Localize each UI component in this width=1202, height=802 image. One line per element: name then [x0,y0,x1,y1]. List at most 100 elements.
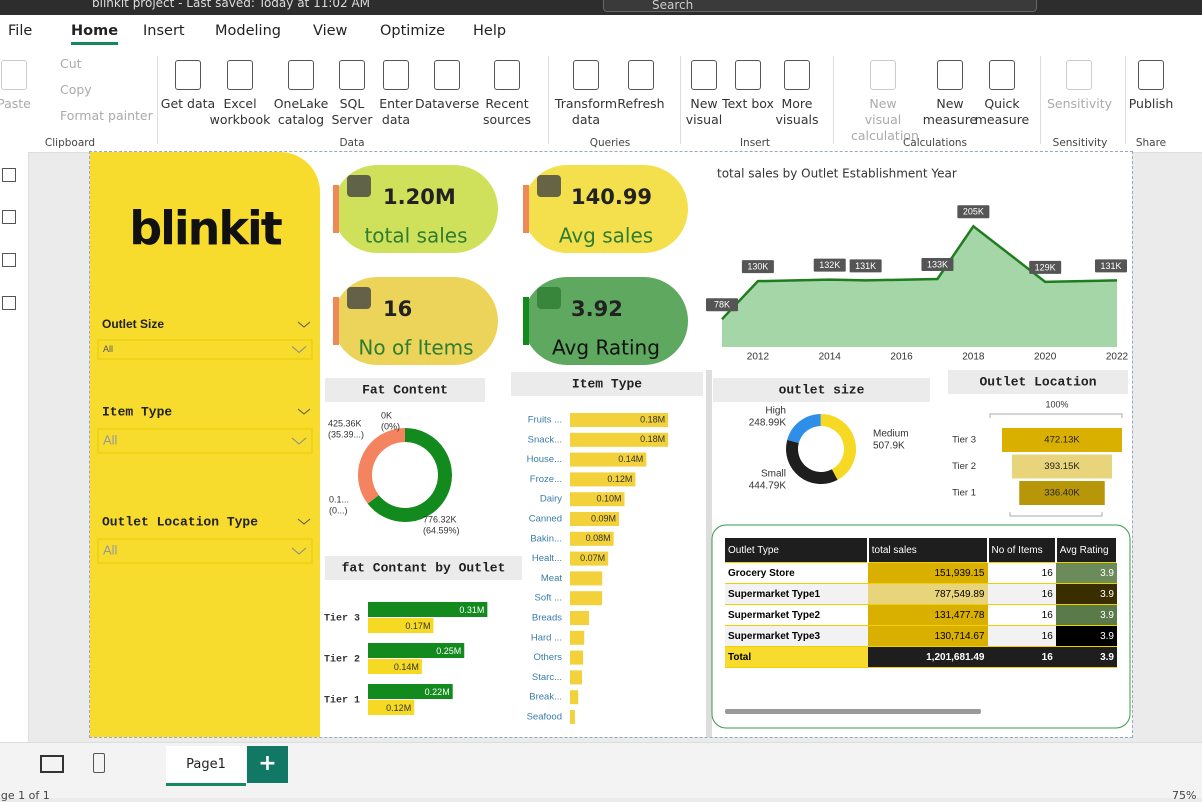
ribbon-icon [628,60,654,90]
menu-item[interactable]: Modeling [215,23,281,39]
ribbon-icon [339,60,365,90]
mobile-layout-icon[interactable] [93,753,105,773]
table-cell: 131,477.78 [867,604,988,626]
table-cell: 16 [987,625,1056,647]
ribbon-button[interactable]: Excel workbook [209,96,271,127]
report-view-icon[interactable] [2,168,16,182]
ribbon-button[interactable]: Refresh [617,96,665,111]
table-cell: 3.9 [1055,562,1117,584]
ribbon-button[interactable]: Recent sources [482,96,532,127]
ribbon-icon [735,60,761,90]
ribbon-button[interactable]: Sensitivity [1047,96,1113,111]
ribbon-button[interactable]: SQL Server [331,96,373,127]
page-status: Page 1 of 1 [0,789,50,802]
search-text: Search [652,0,694,12]
menu-item[interactable]: Home [71,23,119,45]
table-cell: Supermarket Type2 [725,604,868,626]
table-header-row: Outlet Type total sales No of Items Avg Rat… [725,538,1118,563]
ribbon-icon [1,60,27,90]
menu-item[interactable]: Help [473,23,507,39]
ribbon-button[interactable]: Get data [160,96,216,111]
ribbon-icon [870,60,896,90]
table-row: Supermarket Type3 130,714.67 16 3.9 [725,625,1117,647]
ribbon-group-label: Data [339,137,365,149]
page-bar: Page1 + Page 1 of 1 75% [0,742,1202,802]
ribbon-group-label: Share [1135,137,1167,149]
ribbon-small-button[interactable]: Cut [60,56,82,71]
table-cell: Supermarket Type1 [725,583,868,605]
table-cell: 3.9 [1055,583,1117,605]
column-header[interactable]: total sales [867,538,989,563]
add-page-button[interactable]: + [247,746,288,783]
page-tab[interactable]: Page1 [166,746,246,786]
ribbon-button[interactable]: Dataverse [415,96,480,111]
column-header[interactable]: No of Items [987,538,1057,563]
ribbon-icon [175,60,201,90]
outlet-type-table: Outlet Type total sales No of Items Avg Rat… [725,538,1118,670]
ribbon: Clipboard Paste Cut Copy Format painter Data G… [0,48,1202,153]
ribbon-small-button[interactable]: Copy [60,82,92,97]
ribbon-separator [548,56,549,144]
table-cell: 16 [987,562,1056,584]
menu-item[interactable]: Optimize [380,23,446,39]
ribbon-button[interactable]: Text box [722,96,774,111]
menu-item[interactable]: File [8,23,33,39]
ribbon-button[interactable]: Transform data [554,96,618,127]
desktop-layout-icon[interactable] [40,755,64,773]
menu-item[interactable]: View [313,23,348,39]
table-cell: 3.9 [1055,625,1117,647]
ribbon-button[interactable]: Quick measure [974,96,1030,127]
table-cell: 151,939.15 [867,562,988,584]
model-view-icon[interactable] [2,253,16,267]
table-cell: Grocery Store [725,562,868,584]
ribbon-button[interactable]: More visuals [775,96,819,127]
ribbon-button[interactable]: Paste [0,96,31,111]
ribbon-button[interactable]: New visual [685,96,723,127]
table-row: Grocery Store 151,939.15 16 3.9 [725,562,1117,584]
ribbon-icon [937,60,963,90]
table-total-row: Total 1,201,681.49 16 3.9 [725,646,1117,668]
table-cell: 3.9 [1055,604,1117,626]
ribbon-icon [573,60,599,90]
ribbon-group-label: Insert [739,137,771,149]
ribbon-button[interactable]: Publish [1128,96,1174,111]
ribbon-group-label: Queries [589,137,631,149]
ribbon-button[interactable]: OneLake catalog [273,96,329,127]
menu-bar: File Home Insert Modeling View Optimize Help [0,15,1202,48]
ribbon-icon [227,60,253,90]
view-switcher [0,152,29,742]
ribbon-separator [680,56,681,144]
dax-view-icon[interactable] [2,296,16,310]
zoom-level: 75% [1172,789,1197,802]
menu-item[interactable]: Insert [143,23,185,39]
ribbon-group-label: Sensitivity [1052,137,1108,149]
column-header[interactable]: Outlet Type [725,538,869,563]
ribbon-small-button[interactable]: Format painter [60,108,153,123]
ribbon-icon [494,60,520,90]
total-cell: 3.9 [1055,646,1117,668]
ribbon-icon [1138,60,1164,90]
ribbon-separator [833,56,834,144]
ribbon-icon [434,60,460,90]
ribbon-separator [157,56,158,144]
ribbon-button[interactable]: New visual calculation [851,96,919,143]
ribbon-icon [784,60,810,90]
title-bar: blinkit project - Last saved: Today at 1… [0,0,1202,15]
table-cell: 787,549.89 [867,583,988,605]
table: Outlet Type total sales No of Items Avg Rat… [725,538,1118,668]
table-cell: Supermarket Type3 [725,625,868,647]
table-row: Supermarket Type1 787,549.89 16 3.9 [725,583,1117,605]
ribbon-separator [1040,56,1041,144]
search-box[interactable]: Search [603,0,1037,12]
table-view-icon[interactable] [2,210,16,224]
ribbon-separator [1125,56,1126,144]
table-cell: 130,714.67 [867,625,988,647]
column-header[interactable]: Avg Rating [1055,538,1118,563]
ribbon-button[interactable]: Enter data [379,96,413,127]
ribbon-icon [383,60,409,90]
table-row: Supermarket Type2 131,477.78 16 3.9 [725,604,1117,626]
ribbon-icon [989,60,1015,90]
total-cell: 1,201,681.49 [867,646,988,668]
ribbon-button[interactable]: New measure [922,96,978,127]
